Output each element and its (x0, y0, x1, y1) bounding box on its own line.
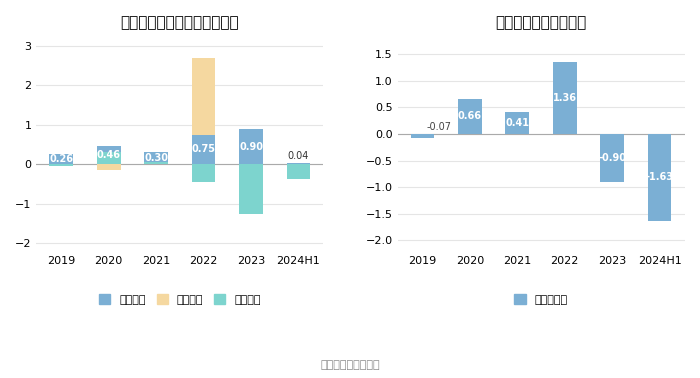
Text: 0.90: 0.90 (239, 141, 263, 152)
Text: 0.41: 0.41 (505, 118, 529, 128)
Bar (144, 162, 168, 164)
Title: 自由现金流量（亿元）: 自由现金流量（亿元） (496, 15, 587, 30)
Bar (50, 164, 73, 166)
Bar (192, 58, 216, 135)
Legend: 经营活动, 筹资活动, 投资活动: 经营活动, 筹资活动, 投资活动 (94, 290, 265, 309)
Text: -0.90: -0.90 (598, 153, 626, 163)
Bar (192, 135, 216, 164)
Text: 0.75: 0.75 (192, 144, 216, 155)
Bar (97, 146, 120, 164)
Bar (286, 163, 310, 164)
Text: 0.26: 0.26 (49, 154, 74, 164)
Text: 0.66: 0.66 (458, 112, 482, 121)
Bar (97, 164, 120, 170)
Bar (239, 164, 263, 214)
Bar (553, 62, 577, 134)
Text: 0.30: 0.30 (144, 153, 168, 163)
Bar (505, 112, 529, 134)
Text: 0.46: 0.46 (97, 150, 120, 160)
Text: 0.04: 0.04 (288, 151, 309, 161)
Bar (648, 134, 671, 221)
Bar (239, 129, 263, 164)
Title: 康普化学现金流净额（亿元）: 康普化学现金流净额（亿元） (120, 15, 239, 30)
Bar (601, 134, 624, 182)
Legend: 自由现金流: 自由现金流 (510, 290, 572, 309)
Bar (286, 164, 310, 179)
Bar (192, 164, 216, 182)
Bar (458, 99, 482, 134)
Bar (97, 152, 120, 164)
Text: -0.07: -0.07 (426, 122, 452, 132)
Bar (144, 152, 168, 164)
Text: 数据来源：恒生聚源: 数据来源：恒生聚源 (320, 361, 380, 370)
Bar (50, 154, 73, 164)
Bar (411, 134, 434, 138)
Text: 1.36: 1.36 (553, 93, 577, 103)
Bar (286, 164, 310, 172)
Text: -1.63: -1.63 (645, 172, 673, 182)
